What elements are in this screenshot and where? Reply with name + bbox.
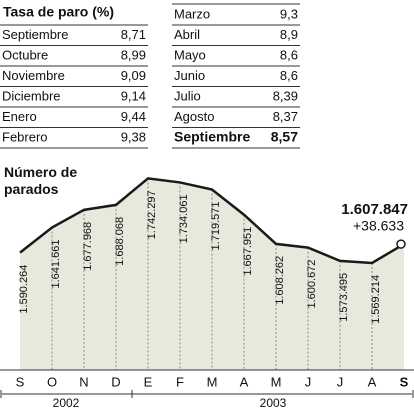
value-label: 1.719.571 [210, 202, 222, 251]
value-label: 1.590.264 [18, 265, 30, 314]
chart-title: Número de parados [4, 164, 78, 197]
value-label: 1.677.968 [82, 222, 94, 271]
x-tick-label: S [16, 374, 25, 389]
value-label: 1.734.061 [178, 194, 190, 243]
year-label: 2003 [260, 396, 287, 410]
row-label: Enero [2, 109, 37, 124]
x-tick-label: D [111, 374, 120, 389]
row-label: Septiembre [2, 27, 68, 42]
row-value: 8,71 [121, 27, 146, 42]
row-label: Noviembre [2, 68, 65, 83]
value-label: 1.569.214 [370, 275, 382, 324]
value-label: 1.742.297 [146, 190, 158, 239]
value-label: 1.600.672 [306, 260, 318, 309]
value-label: 1.641.661 [50, 240, 62, 289]
x-tick-label: S [400, 374, 409, 389]
row-label: Julio [174, 88, 201, 103]
value-label: 1.688.068 [114, 217, 126, 266]
x-tick-label: E [144, 374, 153, 389]
x-tick-label: A [368, 374, 377, 389]
value-label: 1.667.951 [242, 227, 254, 276]
row-label: Agosto [174, 109, 214, 124]
x-tick-label: J [337, 374, 344, 389]
row-value: 9,09 [121, 68, 146, 83]
row-label: Marzo [174, 6, 210, 21]
x-tick-label: A [240, 374, 249, 389]
x-tick-label: J [305, 374, 312, 389]
row-value: 8,57 [271, 129, 298, 145]
row-value: 8,6 [280, 47, 298, 62]
value-label: 1.608.262 [274, 256, 286, 305]
value-label: 1.607.847 [341, 201, 408, 218]
year-label: 2002 [53, 396, 80, 410]
row-value: 8,99 [121, 47, 146, 62]
row-label: Septiembre [174, 129, 250, 145]
row-value: 8,39 [273, 88, 298, 103]
row-label: Junio [174, 68, 205, 83]
row-value: 8,37 [273, 109, 298, 124]
x-tick-label: N [79, 374, 88, 389]
row-value: 8,9 [280, 27, 298, 42]
row-value: 8,6 [280, 68, 298, 83]
x-tick-label: M [207, 374, 218, 389]
row-value: 9,44 [121, 109, 146, 124]
row-label: Mayo [174, 47, 206, 62]
row-label: Abril [174, 27, 200, 42]
row-value: 9,38 [121, 129, 146, 144]
row-label: Febrero [2, 129, 48, 144]
annotation: +38.633 [353, 218, 404, 234]
value-label: 1.573.495 [338, 273, 350, 322]
x-tick-label: F [176, 374, 184, 389]
row-value: 9,14 [121, 88, 146, 103]
row-value: 9,3 [280, 6, 298, 21]
table-title: Tasa de paro (%) [3, 4, 114, 20]
row-label: Diciembre [2, 88, 61, 103]
row-label: Octubre [2, 47, 48, 62]
x-tick-label: M [271, 374, 282, 389]
x-tick-label: O [47, 374, 57, 389]
point [396, 239, 406, 249]
